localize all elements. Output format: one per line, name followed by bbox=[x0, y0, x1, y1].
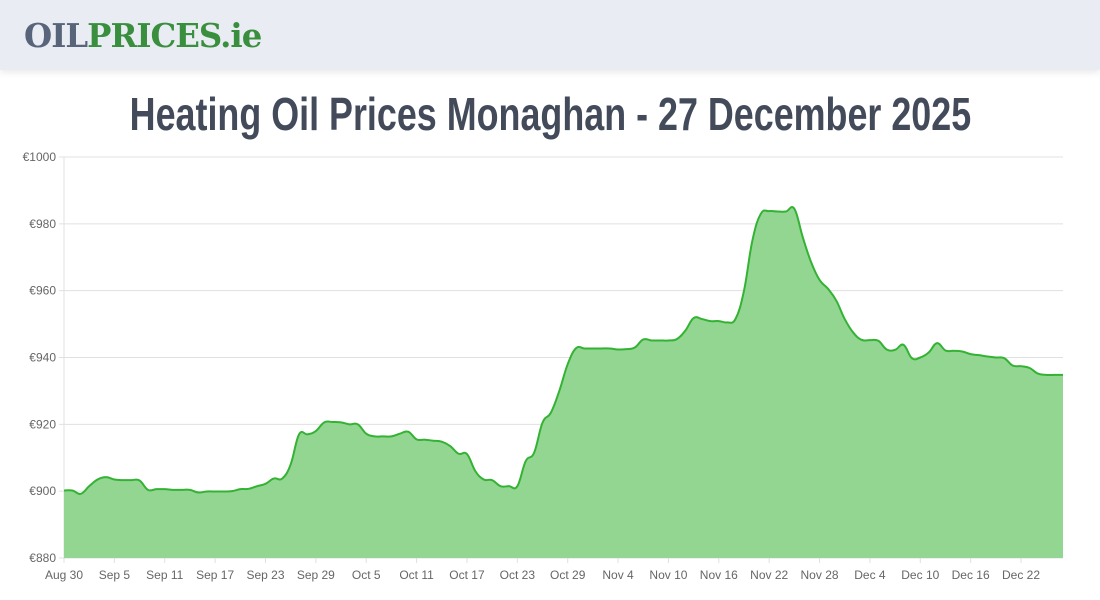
x-axis: Aug 30 Sep 5 Sep 11 Sep 17 Sep 23 Sep 29 Oct 5… bbox=[45, 558, 1040, 582]
y-tick-label: €960 bbox=[29, 284, 56, 298]
x-tick-label: Dec 22 bbox=[1002, 568, 1040, 582]
logo-text-prices: PRICES.ie bbox=[87, 16, 262, 55]
site-header: OILPRICES.ie bbox=[0, 0, 1100, 70]
x-tick-label: Oct 11 bbox=[399, 568, 434, 582]
page-title-text: Heating Oil Prices Monaghan - 27 Decembe… bbox=[129, 88, 971, 140]
y-tick-label: €880 bbox=[29, 551, 56, 565]
site-logo[interactable]: OILPRICES.ie bbox=[24, 16, 262, 56]
x-tick-label: Aug 30 bbox=[45, 568, 83, 582]
x-tick-label: Oct 17 bbox=[449, 568, 485, 582]
x-tick-label: Oct 5 bbox=[352, 568, 381, 582]
x-tick-label: Nov 22 bbox=[750, 568, 788, 582]
y-tick-label: €1000 bbox=[23, 150, 57, 164]
y-axis: €880 €900 €920 €940 €960 €980 €1000 bbox=[23, 150, 57, 565]
y-tick-label: €980 bbox=[29, 217, 56, 231]
x-tick-label: Sep 23 bbox=[246, 568, 284, 582]
x-tick-label: Sep 29 bbox=[297, 568, 335, 582]
x-tick-label: Sep 11 bbox=[146, 568, 183, 582]
y-tick-label: €920 bbox=[29, 417, 56, 431]
x-tick-label: Dec 16 bbox=[952, 568, 990, 582]
x-tick-label: Sep 17 bbox=[196, 568, 234, 582]
page-title: Heating Oil Prices Monaghan - 27 Decembe… bbox=[0, 84, 1100, 144]
x-tick-label: Nov 16 bbox=[700, 568, 738, 582]
price-area-fill bbox=[64, 206, 1063, 558]
y-tick-label: €900 bbox=[29, 484, 56, 498]
logo-text-oil: OIL bbox=[24, 16, 88, 55]
y-tick-label: €940 bbox=[29, 351, 56, 365]
x-tick-label: Nov 28 bbox=[801, 568, 839, 582]
price-line bbox=[63, 205, 1063, 495]
x-tick-label: Nov 4 bbox=[602, 568, 634, 582]
x-tick-label: Dec 10 bbox=[901, 568, 939, 582]
x-tick-label: Dec 4 bbox=[854, 568, 886, 582]
x-tick-label: Sep 5 bbox=[99, 568, 131, 582]
x-tick-label: Nov 10 bbox=[649, 568, 687, 582]
x-tick-label: Oct 29 bbox=[550, 568, 586, 582]
x-tick-label: Oct 23 bbox=[500, 568, 536, 582]
